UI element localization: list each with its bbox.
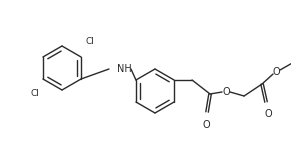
Text: O: O	[222, 87, 230, 97]
Text: O: O	[202, 120, 210, 130]
Text: NH: NH	[117, 64, 132, 74]
Text: O: O	[272, 67, 280, 77]
Text: Cl: Cl	[30, 89, 39, 98]
Text: O: O	[264, 109, 272, 119]
Text: Cl: Cl	[85, 37, 94, 46]
